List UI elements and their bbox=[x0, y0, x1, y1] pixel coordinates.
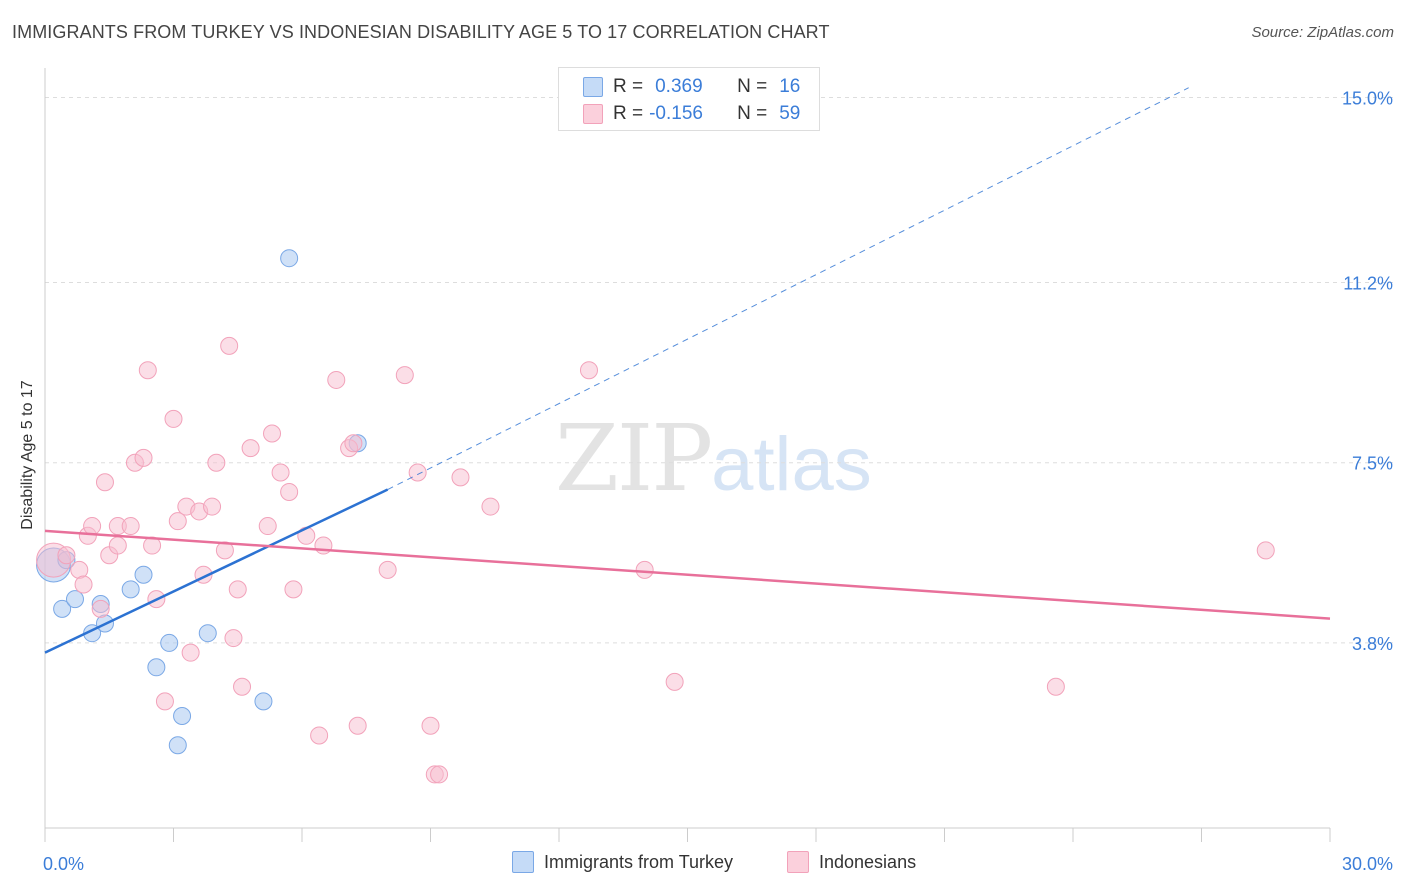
indonesians-point bbox=[284, 580, 303, 599]
turkey-point bbox=[65, 590, 84, 609]
legend-label-indonesians: Indonesians bbox=[819, 851, 917, 872]
indonesians-point bbox=[430, 765, 449, 784]
chart-title: IMMIGRANTS FROM TURKEY VS INDONESIAN DIS… bbox=[12, 22, 830, 42]
indonesians-point bbox=[215, 541, 234, 560]
legend-swatch-indonesians bbox=[583, 104, 603, 124]
indonesians-point bbox=[108, 536, 127, 555]
legend-label-turkey: Immigrants from Turkey bbox=[544, 851, 734, 872]
legend-row-turkey: R = 0.369 N = 16 bbox=[583, 75, 801, 99]
legend-swatch-turkey bbox=[583, 77, 603, 97]
indonesians-point bbox=[1046, 677, 1065, 696]
indonesians-point bbox=[344, 434, 363, 453]
turkey-point bbox=[53, 599, 72, 618]
indonesians-point bbox=[258, 517, 277, 536]
indonesians-point bbox=[271, 463, 290, 482]
indonesians-point bbox=[579, 361, 598, 380]
turkey-trend-line bbox=[44, 488, 389, 654]
n-label: N = bbox=[737, 76, 768, 97]
indonesians-point bbox=[220, 336, 239, 355]
turkey-point bbox=[134, 565, 153, 584]
turkey-point bbox=[160, 633, 179, 652]
n-value: 59 bbox=[779, 103, 801, 124]
indonesians-point bbox=[95, 473, 114, 492]
legend-item-turkey: Immigrants from Turkey bbox=[512, 851, 733, 873]
indonesians-point bbox=[327, 370, 346, 389]
indonesians-point bbox=[421, 716, 440, 735]
indonesians-point bbox=[263, 424, 282, 443]
indonesians-point bbox=[203, 497, 222, 516]
y-tick-label: 11.2% bbox=[1343, 274, 1393, 294]
indonesians-point bbox=[155, 692, 174, 711]
y-tick-label: 15.0% bbox=[1342, 88, 1393, 108]
watermark: ZIPatlas bbox=[555, 405, 872, 512]
indonesians-point bbox=[451, 468, 470, 487]
n-value: 16 bbox=[779, 76, 801, 97]
indonesians-point bbox=[168, 512, 187, 531]
indonesians-point bbox=[378, 560, 397, 579]
indonesians-point bbox=[241, 439, 260, 458]
x-tick-label: 30.0% bbox=[1342, 854, 1393, 874]
indonesians-point bbox=[408, 463, 427, 482]
y-tick-label: 3.8% bbox=[1352, 634, 1393, 654]
source-label: Source: ZipAtlas.com bbox=[1251, 24, 1394, 41]
indonesians-point bbox=[635, 560, 654, 579]
r-label: R = bbox=[613, 76, 644, 97]
turkey-point bbox=[173, 706, 192, 725]
r-label: R = bbox=[613, 103, 644, 124]
indonesians-point bbox=[310, 726, 329, 745]
x-tick-label: 0.0% bbox=[43, 854, 84, 874]
indonesians-point bbox=[207, 453, 226, 472]
turkey-point bbox=[168, 736, 187, 755]
correlation-legend: R = 0.369 N = 16 R = -0.156 N = 59 bbox=[558, 67, 820, 131]
indonesians-point bbox=[164, 409, 183, 428]
indonesians-point bbox=[74, 575, 93, 594]
indonesians-point bbox=[91, 599, 110, 618]
turkey-point bbox=[280, 249, 299, 268]
legend-item-indonesians: Indonesians bbox=[787, 851, 916, 873]
turkey-point bbox=[254, 692, 273, 711]
watermark-atlas: atlas bbox=[711, 422, 872, 507]
legend-swatch-indonesians bbox=[787, 851, 809, 873]
turkey-point bbox=[198, 624, 217, 643]
indonesians-point bbox=[1256, 541, 1275, 560]
y-axis-label: Disability Age 5 to 17 bbox=[19, 380, 36, 530]
watermark-zip: ZIP bbox=[555, 405, 713, 512]
indonesians-point bbox=[224, 629, 243, 648]
indonesians-point bbox=[280, 482, 299, 501]
indonesians-point bbox=[181, 643, 200, 662]
indonesians-point bbox=[395, 366, 414, 385]
indonesians-point bbox=[57, 546, 76, 565]
indonesians-point bbox=[348, 716, 367, 735]
indonesians-point bbox=[481, 497, 500, 516]
indonesians-point bbox=[233, 677, 252, 696]
indonesians-point bbox=[138, 361, 157, 380]
turkey-trend-extension bbox=[387, 87, 1189, 490]
legend-swatch-turkey bbox=[512, 851, 534, 873]
indonesians-point bbox=[121, 517, 140, 536]
r-value: 0.369 bbox=[655, 76, 703, 97]
turkey-point bbox=[121, 580, 140, 599]
indonesians-point bbox=[134, 448, 153, 467]
indonesians-trend-line bbox=[44, 529, 1331, 620]
indonesians-point bbox=[665, 672, 684, 691]
turkey-point bbox=[147, 658, 166, 677]
legend-row-indonesians: R = -0.156 N = 59 bbox=[583, 102, 801, 126]
y-tick-label: 7.5% bbox=[1352, 454, 1393, 474]
indonesians-point bbox=[83, 517, 102, 536]
indonesians-point bbox=[228, 580, 247, 599]
r-value: -0.156 bbox=[649, 103, 703, 124]
n-label: N = bbox=[737, 103, 768, 124]
